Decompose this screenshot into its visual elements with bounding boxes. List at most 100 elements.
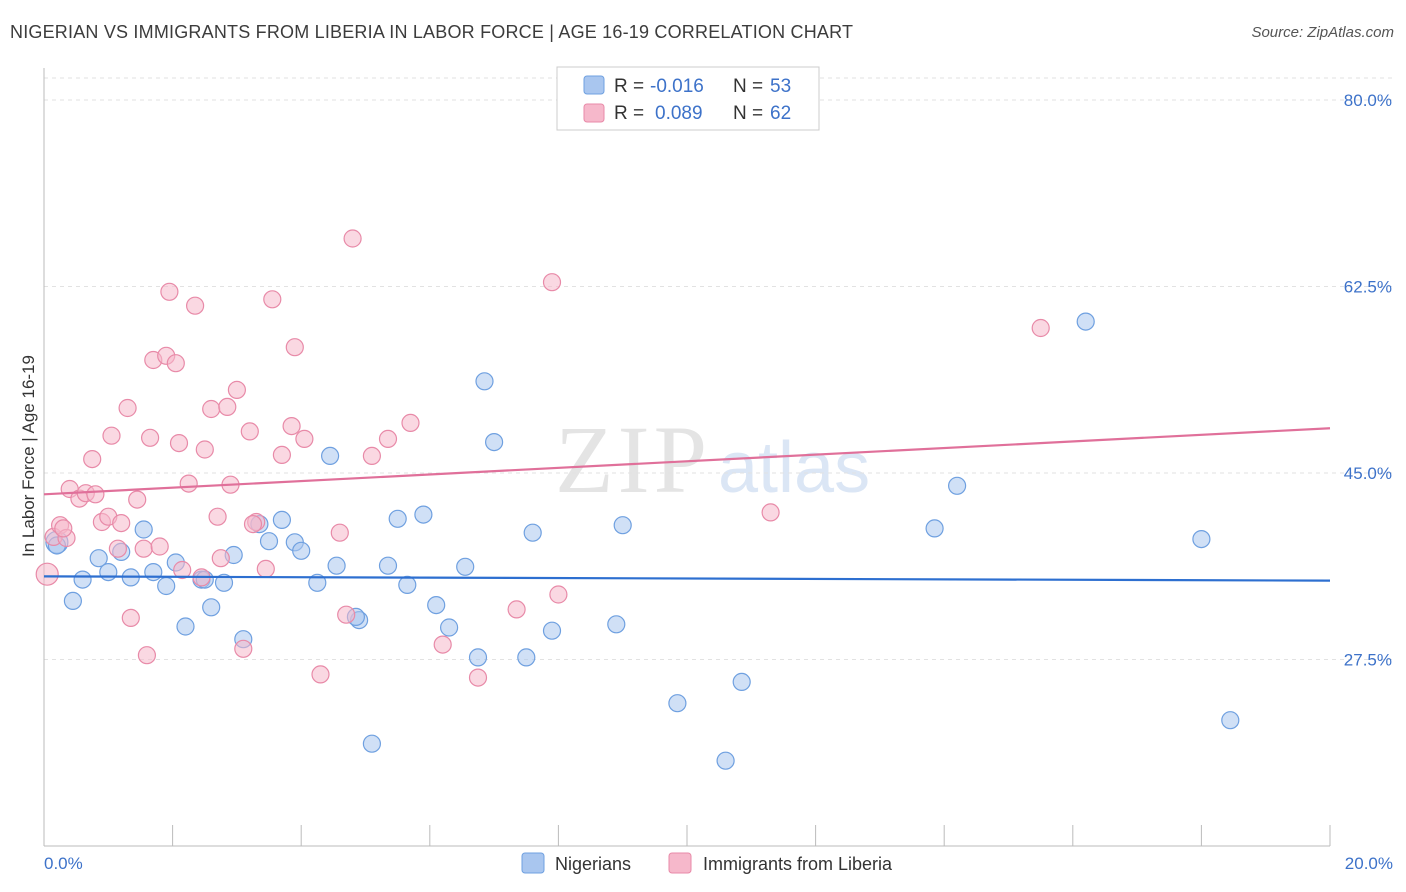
x-tick-label-min: 0.0% <box>44 854 83 873</box>
liberia-point <box>118 398 137 418</box>
liberia-point <box>401 413 420 432</box>
liberia-point <box>150 537 169 556</box>
liberia-point <box>542 273 562 292</box>
liberia-point <box>108 539 128 558</box>
nigerians-point <box>259 532 279 551</box>
liberia-point <box>112 513 131 533</box>
nigerians-point <box>398 575 417 595</box>
liberia-point <box>102 426 121 445</box>
nigerians-point <box>73 570 92 589</box>
nigerians-point <box>485 433 504 452</box>
nigerians-point <box>1076 312 1095 331</box>
series-legend-label-nigerians: Nigerians <box>555 854 631 874</box>
legend-n-value-2: 62 <box>770 103 791 124</box>
trend-lines <box>43 427 1331 582</box>
nigerians-point <box>468 648 488 667</box>
nigerians-point <box>327 556 346 575</box>
nigerians-point <box>388 509 407 528</box>
watermark-atlas: atlas <box>718 428 870 508</box>
y-tick-labels: 80.0% 62.5% 45.0% 27.5% <box>1344 91 1392 670</box>
legend-n-value-1: 53 <box>770 76 791 97</box>
liberia-point <box>234 639 253 658</box>
liberia-point <box>227 380 246 399</box>
liberia-point <box>83 450 102 469</box>
stats-legend: R = -0.016 N = 53 R = 0.089 N = 62 <box>556 66 820 131</box>
legend-r-label-2: R = <box>614 103 644 124</box>
watermark-zip: ZIP <box>555 406 711 513</box>
nigerians-point <box>542 621 562 640</box>
liberia-point <box>343 229 362 248</box>
nigerians-point <box>440 618 459 637</box>
liberia-point <box>240 422 259 441</box>
legend-swatch-nigerians <box>583 75 605 95</box>
liberia-trend-line <box>43 427 1331 496</box>
liberia-point <box>186 296 205 315</box>
liberia-point <box>208 507 227 526</box>
liberia-point <box>179 474 198 493</box>
liberia-point <box>285 338 304 357</box>
liberia-point <box>243 514 263 534</box>
liberia-point <box>362 446 381 465</box>
nigerians-point <box>613 516 632 535</box>
nigerians-point <box>1192 529 1211 549</box>
nigerians-point <box>1221 711 1240 730</box>
chart-title: NIGERIAN VS IMMIGRANTS FROM LIBERIA IN L… <box>10 22 854 42</box>
nigerians-point <box>362 734 381 753</box>
liberia-point <box>195 440 214 459</box>
nigerians-point <box>925 519 944 538</box>
series-legend-swatch-liberia <box>668 852 692 874</box>
nigerians-point <box>214 573 234 592</box>
nigerians-point <box>321 446 340 465</box>
nigerians-point <box>732 672 751 692</box>
liberia-point <box>330 523 349 542</box>
liberia-point <box>166 354 185 373</box>
nigerians-point <box>475 372 494 391</box>
liberia-point <box>141 428 160 447</box>
nigerians-point <box>134 520 153 539</box>
nigerians-point <box>716 751 735 770</box>
series-legend: Nigerians Immigrants from Liberia <box>521 852 893 874</box>
liberia-point <box>549 585 568 604</box>
liberia-point <box>337 605 356 624</box>
nigerians-point <box>427 595 446 615</box>
legend-swatch-liberia <box>583 103 605 123</box>
x-tick-label-max: 20.0% <box>1345 854 1393 873</box>
liberia-point <box>311 665 330 684</box>
liberia-point <box>121 608 140 628</box>
nigerians-point <box>202 598 221 617</box>
nigerians-point <box>517 648 536 667</box>
liberia-point <box>202 399 221 419</box>
liberia-point <box>86 485 105 504</box>
liberia-point <box>160 282 179 301</box>
nigerians-point <box>414 505 433 524</box>
liberia-point <box>295 429 314 448</box>
nigerians-point <box>144 562 163 582</box>
nigerians-point <box>63 591 83 611</box>
nigerians-point <box>378 556 398 575</box>
liberia-point <box>272 445 291 464</box>
x-ticks <box>43 825 1331 846</box>
nigerians-point <box>308 573 327 592</box>
liberia-point <box>173 560 192 580</box>
legend-n-label-2: N = <box>733 103 763 124</box>
data-points <box>35 229 1240 770</box>
nigerians-trend-line <box>43 575 1331 582</box>
liberia-point <box>378 429 398 448</box>
nigerians-point <box>947 476 967 495</box>
legend-n-label-1: N = <box>733 76 763 97</box>
liberia-point <box>137 646 156 665</box>
liberia-point <box>263 290 282 309</box>
liberia-point <box>128 490 147 509</box>
nigerians-point <box>607 615 626 634</box>
y-tick-label-3: 27.5% <box>1344 650 1392 669</box>
nigerians-point <box>456 557 475 576</box>
y-tick-label-0: 80.0% <box>1344 91 1392 110</box>
liberia-point <box>54 519 73 538</box>
liberia-point <box>134 539 153 558</box>
nigerians-point <box>176 617 195 636</box>
legend-r-value-1: -0.016 <box>650 76 704 97</box>
liberia-point <box>256 559 275 579</box>
nigerians-point <box>292 541 311 560</box>
liberia-point <box>433 635 452 654</box>
